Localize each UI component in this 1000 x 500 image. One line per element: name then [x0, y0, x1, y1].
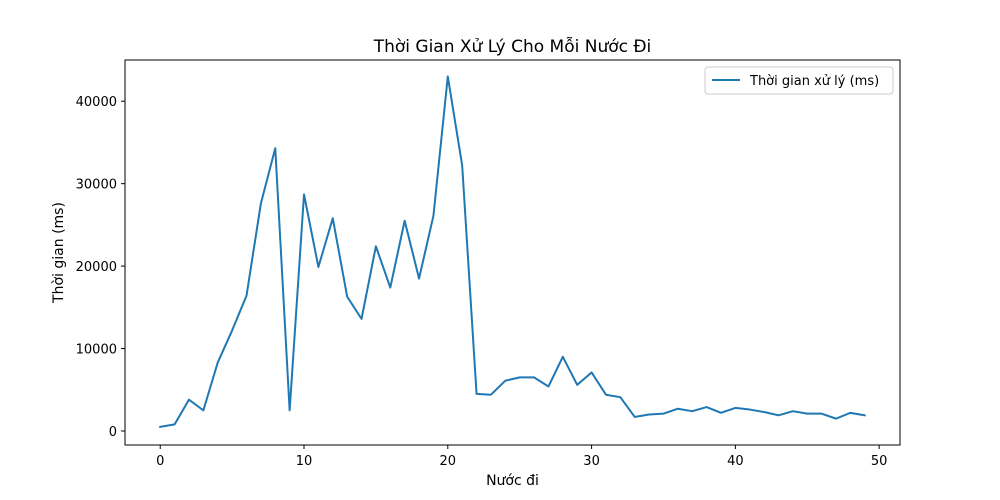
x-tick-label: 40 — [727, 454, 744, 469]
series-line — [159, 75, 866, 429]
x-axis-label: Nước đi — [486, 473, 539, 489]
x-tick-label: 20 — [440, 454, 457, 469]
y-tick-label: 10000 — [76, 343, 117, 358]
ticks-layer: 0 10 20 30 40 50 0 10000 20000 30000 40000 — [76, 95, 888, 469]
legend: Thời gian xử lý (ms) — [704, 66, 894, 95]
y-tick-label: 0 — [109, 425, 117, 440]
chart-title: Thời Gian Xử Lý Cho Mỗi Nước Đi — [373, 36, 652, 57]
y-tick-label: 30000 — [76, 178, 117, 193]
legend-box — [704, 66, 894, 95]
y-tick-label: 20000 — [76, 260, 117, 275]
plot-layer — [159, 75, 866, 429]
x-tick-label: 30 — [583, 454, 600, 469]
legend-label: Thời gian xử lý (ms) — [749, 74, 879, 89]
x-tick-label: 50 — [871, 454, 888, 469]
plot-frame — [124, 59, 901, 446]
x-tick-label: 0 — [156, 454, 164, 469]
y-axis-label: Thời gian (ms) — [51, 202, 67, 304]
y-tick-label: 40000 — [76, 95, 117, 110]
x-tick-label: 10 — [296, 454, 313, 469]
